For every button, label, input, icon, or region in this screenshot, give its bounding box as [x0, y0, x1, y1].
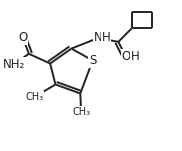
Text: H: H: [102, 31, 110, 44]
Text: O: O: [18, 31, 27, 44]
Text: S: S: [89, 54, 96, 67]
Text: CH₃: CH₃: [72, 107, 90, 117]
Text: CH₃: CH₃: [25, 92, 43, 102]
Text: N: N: [94, 31, 102, 44]
Text: H: H: [131, 50, 140, 63]
Text: O: O: [122, 50, 131, 63]
Text: NH₂: NH₂: [3, 58, 25, 71]
